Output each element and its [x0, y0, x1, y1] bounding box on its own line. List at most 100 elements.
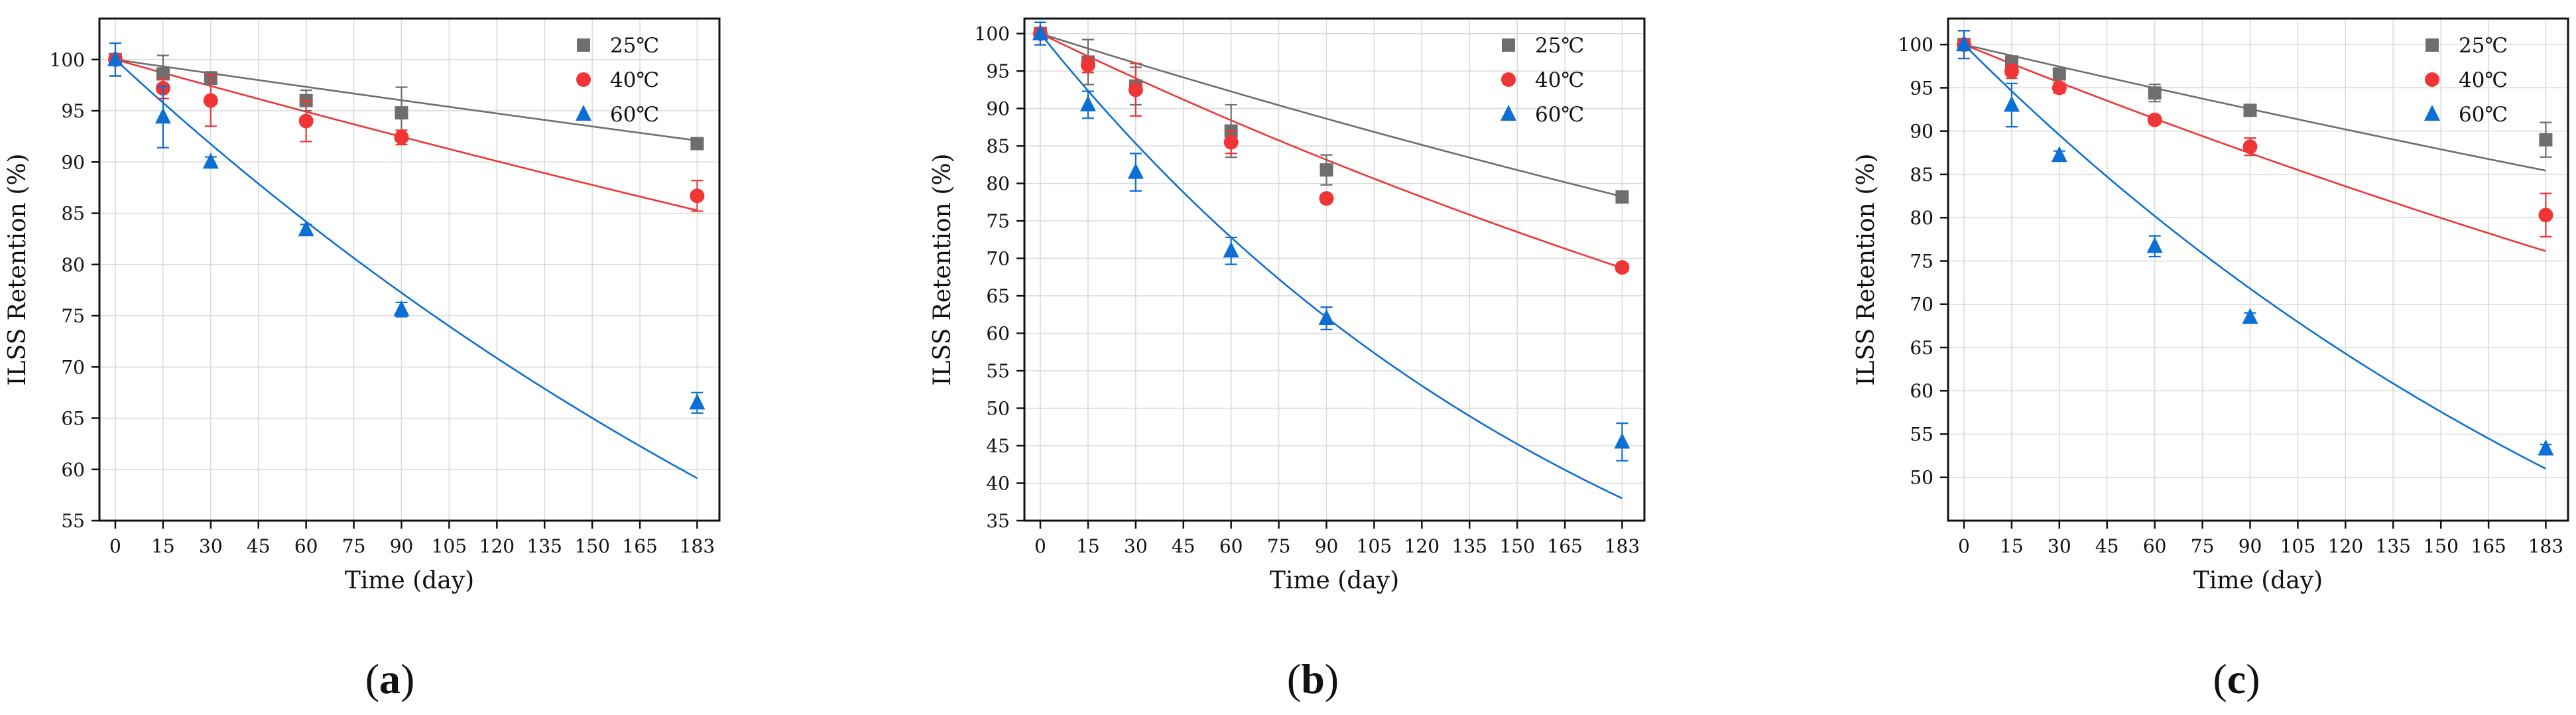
data-point-60 [2051, 146, 2067, 162]
data-point-60 [107, 50, 123, 66]
x-tick-label: 105 [432, 535, 467, 557]
y-tick-label: 85 [61, 203, 85, 225]
panel-label-close-paren: ) [1325, 655, 1339, 702]
x-tick-label: 150 [1499, 535, 1534, 557]
y-tick-label: 90 [986, 98, 1010, 120]
data-point-60 [1127, 162, 1144, 179]
plot-frame [98, 17, 721, 522]
data-point-60 [2003, 96, 2020, 112]
panel-a: 0 15 30 45 60 75 90 105 120 135 150 165 183 55 60 65 70 7… [4, 17, 721, 594]
y-tick-label: 80 [986, 173, 1010, 195]
y-tick-label: 85 [1910, 164, 1933, 186]
x-tick-label: 120 [2328, 535, 2363, 557]
y-tick-label: 60 [986, 323, 1010, 345]
data-point-25 [1615, 190, 1629, 204]
y-tick-label: 90 [1910, 121, 1933, 143]
data-point-25 [2052, 67, 2066, 81]
y-tick-label: 55 [1910, 423, 1933, 445]
panel-label-open-paren: ( [1287, 655, 1301, 702]
y-tick-label: 50 [986, 398, 1010, 420]
x-tick-label: 120 [479, 535, 515, 557]
panel-label-letter: a [379, 655, 400, 702]
legend: 25℃ 40℃ 60℃ [2424, 34, 2508, 127]
panel-label-open-paren: ( [365, 655, 379, 702]
x-tick-label: 45 [2095, 535, 2119, 557]
legend-label-40: 40℃ [2459, 68, 2508, 92]
x-tick-label: 75 [342, 535, 366, 557]
y-tick-label: 75 [986, 210, 1010, 232]
x-tick-label: 105 [1357, 535, 1392, 557]
legend-marker-40 [576, 72, 591, 87]
y-tick-label: 100 [1898, 34, 1933, 56]
x-tick-label: 15 [151, 535, 175, 557]
legend-label-60: 60℃ [2459, 103, 2508, 127]
data-point-40 [1128, 82, 1143, 98]
y-tick-label: 55 [986, 360, 1010, 382]
x-tick-label: 60 [294, 535, 318, 557]
y-tick-label: 70 [61, 356, 85, 378]
x-tick-label: 135 [527, 535, 562, 557]
x-tick-label: 75 [1267, 535, 1291, 557]
x-tick-label: 165 [622, 535, 657, 557]
y-tick-label: 85 [986, 135, 1010, 157]
x-tick-label: 183 [2528, 535, 2563, 557]
data-point-60 [298, 220, 314, 237]
y-tick-label: 60 [61, 459, 85, 481]
y-tick-label: 100 [975, 23, 1010, 45]
legend-marker-25 [2425, 38, 2439, 52]
legend-marker-25 [577, 38, 590, 52]
data-point-40 [690, 188, 705, 204]
y-tick-label: 40 [986, 473, 1010, 495]
data-point-40 [1223, 135, 1239, 150]
legend-label-25: 25℃ [2459, 34, 2508, 58]
x-tick-label: 0 [109, 535, 121, 557]
x-tick-label: 165 [2471, 535, 2506, 557]
y-tick-label: 95 [61, 100, 85, 122]
data-point-60 [154, 107, 171, 124]
y-axis-title: ILSS Retention (%) [4, 153, 31, 385]
data-point-40 [1615, 260, 1630, 275]
x-tick-label: 90 [390, 535, 414, 557]
panel-c: 0 15 30 45 60 75 90 105 120 135 150 165 183 50 55 60 65 7… [1853, 17, 2569, 594]
legend-label-60: 60℃ [610, 103, 659, 127]
legend-label-25: 25℃ [1535, 34, 1584, 58]
y-tick-label: 95 [1910, 77, 1933, 99]
panel-label-letter: b [1301, 655, 1325, 702]
x-tick-label: 75 [2191, 535, 2215, 557]
legend-marker-60 [1501, 105, 1516, 121]
data-point-40 [2242, 139, 2258, 155]
x-tick-label: 120 [1404, 535, 1440, 557]
y-tick-label: 35 [986, 510, 1010, 532]
x-axis-title: Time (day) [1270, 567, 1399, 594]
data-point-25 [156, 67, 170, 81]
y-tick-label: 70 [1910, 294, 1933, 316]
data-point-60 [1032, 24, 1048, 40]
y-tick-label: 95 [986, 60, 1010, 82]
y-tick-label: 100 [50, 49, 85, 71]
y-tick-label: 65 [986, 285, 1010, 307]
legend-label-40: 40℃ [1535, 68, 1584, 92]
data-point-25 [395, 106, 408, 120]
data-point-25 [2539, 133, 2553, 147]
data-point-25 [1319, 163, 1333, 177]
x-tick-label: 0 [1958, 535, 1970, 557]
data-point-60 [202, 153, 219, 169]
data-point-60 [689, 393, 705, 410]
x-tick-label: 150 [574, 535, 609, 557]
panel-label-a: (a) [365, 655, 415, 702]
y-tick-label: 55 [61, 510, 85, 532]
y-tick-label: 65 [61, 408, 85, 430]
data-point-40 [2052, 80, 2067, 96]
panel-label-close-paren: ) [2246, 655, 2260, 702]
data-point-60 [1223, 241, 1239, 258]
y-tick-label: 75 [61, 305, 85, 327]
legend-label-60: 60℃ [1535, 103, 1584, 127]
data-point-40 [2004, 64, 2019, 79]
x-tick-label: 45 [1172, 535, 1196, 557]
x-tick-label: 60 [1219, 535, 1243, 557]
legend-label-40: 40℃ [610, 68, 659, 92]
x-tick-label: 30 [2048, 535, 2071, 557]
data-point-60 [1955, 35, 1972, 52]
fit-line-60 [115, 58, 698, 480]
